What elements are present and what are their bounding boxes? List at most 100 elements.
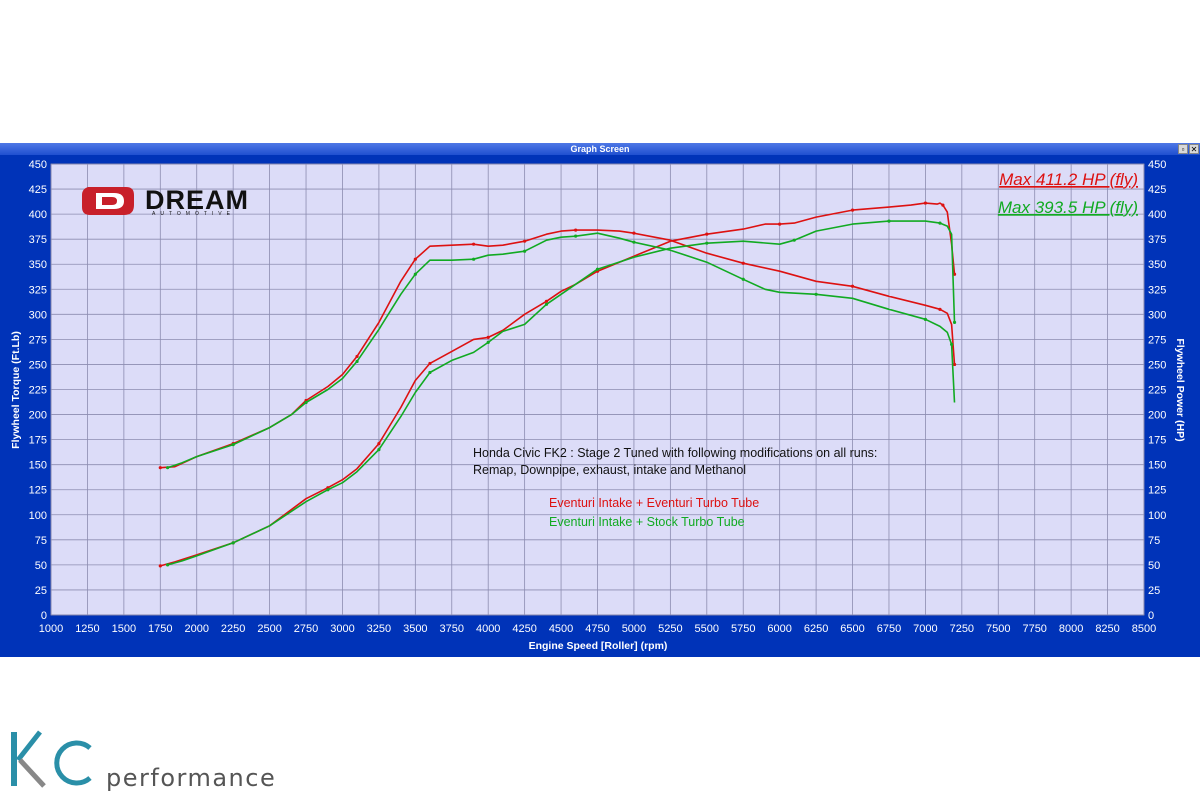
y-tick-label-left: 200 bbox=[29, 410, 47, 422]
x-tick-label: 1750 bbox=[148, 623, 172, 635]
y-tick-label-left: 225 bbox=[29, 385, 47, 397]
x-tick-label: 8500 bbox=[1132, 623, 1156, 635]
kc-logo-c-icon bbox=[54, 740, 92, 786]
y-tick-label-left: 350 bbox=[29, 259, 47, 271]
series-0-power-point bbox=[952, 272, 957, 276]
max-label-green: Max 393.5 HP (fly) bbox=[998, 198, 1138, 217]
y-tick-label-left: 50 bbox=[35, 560, 47, 572]
series-1-power-point bbox=[544, 302, 549, 306]
series-1-torque-line bbox=[167, 232, 956, 469]
y-tick-label-right: 100 bbox=[1148, 510, 1166, 522]
x-tick-label: 4500 bbox=[549, 623, 573, 635]
tick-labels: 1000 1250 1500 1750 2000 2250 2500 2750 3000 3250… bbox=[29, 159, 1167, 635]
kc-performance-logo: KC performance bbox=[10, 726, 276, 792]
series-0-power-point bbox=[941, 203, 945, 207]
series-1-power-point bbox=[165, 563, 170, 567]
series-1-power-point bbox=[792, 238, 796, 242]
x-tick-label: 5000 bbox=[622, 623, 646, 635]
x-tick-label: 7500 bbox=[986, 623, 1010, 635]
series-0-power-point bbox=[923, 201, 928, 205]
y-tick-label-left: 0 bbox=[41, 610, 47, 622]
series-1-power-point bbox=[887, 219, 891, 223]
kc-logo-letters: KC bbox=[10, 726, 12, 727]
annotation-line2: Remap, Downpipe, exhaust, intake and Met… bbox=[473, 463, 746, 477]
x-tick-label: 7750 bbox=[1022, 623, 1046, 635]
x-tick-label: 4750 bbox=[585, 623, 609, 635]
series-0-torque-point bbox=[574, 228, 578, 232]
series-1-torque-point bbox=[574, 234, 578, 238]
series-1-torque-point bbox=[413, 272, 417, 276]
series-0-torque-point bbox=[523, 239, 527, 243]
x-tick-label: 5250 bbox=[658, 623, 682, 635]
y-tick-label-right: 350 bbox=[1148, 259, 1166, 271]
y-tick-label-left: 400 bbox=[29, 209, 47, 221]
y-tick-label-right: 325 bbox=[1148, 284, 1166, 296]
series-0-torque-point bbox=[158, 466, 162, 470]
x-tick-label: 7250 bbox=[950, 623, 974, 635]
x-tick-label: 2000 bbox=[184, 623, 208, 635]
max-label-red: Max 411.2 HP (fly) bbox=[999, 170, 1138, 189]
y-tick-label-right: 0 bbox=[1148, 610, 1154, 622]
x-tick-label: 3000 bbox=[330, 623, 354, 635]
graph-window: Graph Screen ▫ ✕ 1000 1250 1500 1750 2000 225… bbox=[0, 143, 1200, 657]
series-0-power-line bbox=[160, 202, 956, 567]
series-1-torque-point bbox=[632, 240, 636, 244]
series-0-power-point bbox=[428, 361, 432, 366]
series-0-torque-point bbox=[632, 231, 636, 235]
series-1-power-point bbox=[705, 241, 709, 245]
series-1-torque-point bbox=[304, 400, 308, 405]
x-tick-label: 2750 bbox=[294, 623, 318, 635]
y-tick-label-right: 125 bbox=[1148, 485, 1166, 497]
kc-logo-k-leg bbox=[18, 758, 46, 788]
series-0-torque-point bbox=[952, 362, 957, 367]
x-tick-label: 8250 bbox=[1095, 623, 1119, 635]
series-0-torque-point bbox=[355, 354, 359, 359]
series-1-power-point bbox=[377, 448, 381, 452]
grid bbox=[50, 163, 1145, 616]
x-tick-label: 3500 bbox=[403, 623, 427, 635]
y-tick-label-left: 100 bbox=[29, 510, 47, 522]
series-1-torque-point bbox=[472, 257, 476, 261]
x-tick-label: 4000 bbox=[476, 623, 500, 635]
series-1-torque-point bbox=[950, 342, 954, 346]
x-tick-label: 2250 bbox=[221, 623, 245, 635]
series-1-torque-point bbox=[814, 292, 818, 296]
y-tick-label-right: 175 bbox=[1148, 435, 1166, 447]
x-tick-label: 1000 bbox=[39, 623, 63, 635]
title-bar: Graph Screen ▫ ✕ bbox=[0, 143, 1200, 155]
series-0-power-point bbox=[158, 564, 162, 568]
y-tick-label-right: 375 bbox=[1148, 234, 1166, 246]
series-1-torque-point bbox=[165, 466, 170, 470]
y-tick-label-left: 75 bbox=[35, 535, 47, 547]
series-1-power-point bbox=[938, 221, 942, 225]
x-tick-label: 6500 bbox=[840, 623, 864, 635]
minimize-button[interactable]: ▫ bbox=[1178, 144, 1188, 154]
x-tick-label: 3250 bbox=[367, 623, 391, 635]
y-tick-label-left: 175 bbox=[29, 435, 47, 447]
x-tick-label: 8000 bbox=[1059, 623, 1083, 635]
y-tick-label-right: 275 bbox=[1148, 334, 1166, 346]
series-0-power-point bbox=[778, 222, 782, 226]
annotation-line1: Honda Civic FK2 : Stage 2 Tuned with fol… bbox=[473, 446, 877, 460]
x-tick-label: 6250 bbox=[804, 623, 828, 635]
kc-logo-wordmark: performance bbox=[106, 764, 276, 792]
series-1-torque-point bbox=[923, 317, 928, 321]
x-tick-label: 4250 bbox=[512, 623, 536, 635]
y-tick-label-right: 400 bbox=[1148, 209, 1166, 221]
series-1-torque-point bbox=[741, 277, 745, 281]
series-1-power-point bbox=[326, 488, 330, 492]
y-tick-label-left: 300 bbox=[29, 309, 47, 321]
x-tick-label: 6750 bbox=[877, 623, 901, 635]
series-1-torque-point bbox=[355, 359, 359, 364]
legend-green: Eventuri Intake + Stock Turbo Tube bbox=[549, 515, 745, 529]
y-tick-label-right: 150 bbox=[1148, 460, 1166, 472]
series-1-torque-point bbox=[231, 443, 235, 447]
y-axis-label-right: Flywheel Power (HP) bbox=[1174, 338, 1186, 441]
series-0-torque-point bbox=[850, 284, 855, 288]
close-button[interactable]: ✕ bbox=[1189, 144, 1199, 154]
series-0-torque-point bbox=[413, 257, 417, 261]
series-layer bbox=[158, 201, 957, 568]
y-tick-label-left: 425 bbox=[29, 184, 47, 196]
dream-logo-subtext: AUTOMOTIVE bbox=[152, 211, 235, 217]
x-tick-label: 1500 bbox=[112, 623, 136, 635]
